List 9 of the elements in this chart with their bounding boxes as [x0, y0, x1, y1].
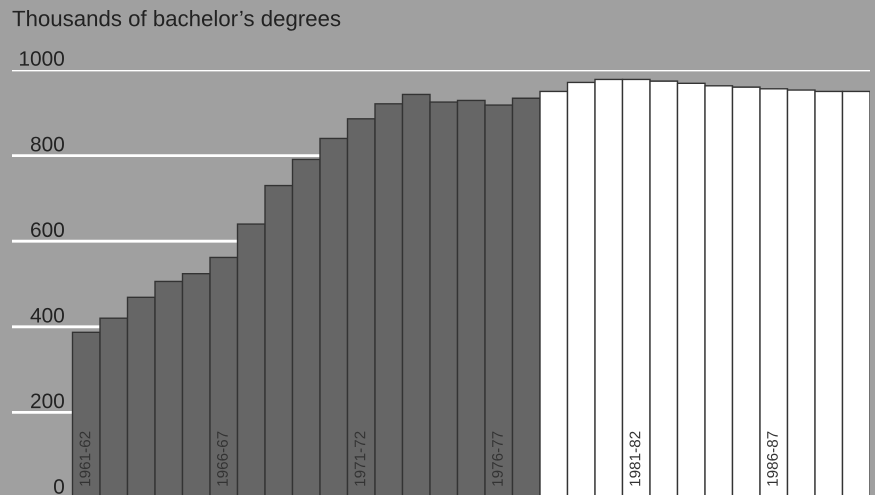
y-tick-label: 600 — [31, 222, 64, 238]
y-tick-label: 400 — [30, 308, 64, 323]
y-axis-title: Thousands of bachelor’s degrees — [12, 10, 340, 31]
y-tick-label: 1000 — [20, 51, 64, 66]
y-tick-label: 800 — [30, 136, 64, 152]
x-tick-label: 1986-87 — [767, 432, 778, 486]
x-tick-label: 1981-82 — [630, 432, 640, 486]
y-tick-label: 0 — [54, 479, 64, 494]
y-tick-label: 200 — [31, 394, 64, 408]
